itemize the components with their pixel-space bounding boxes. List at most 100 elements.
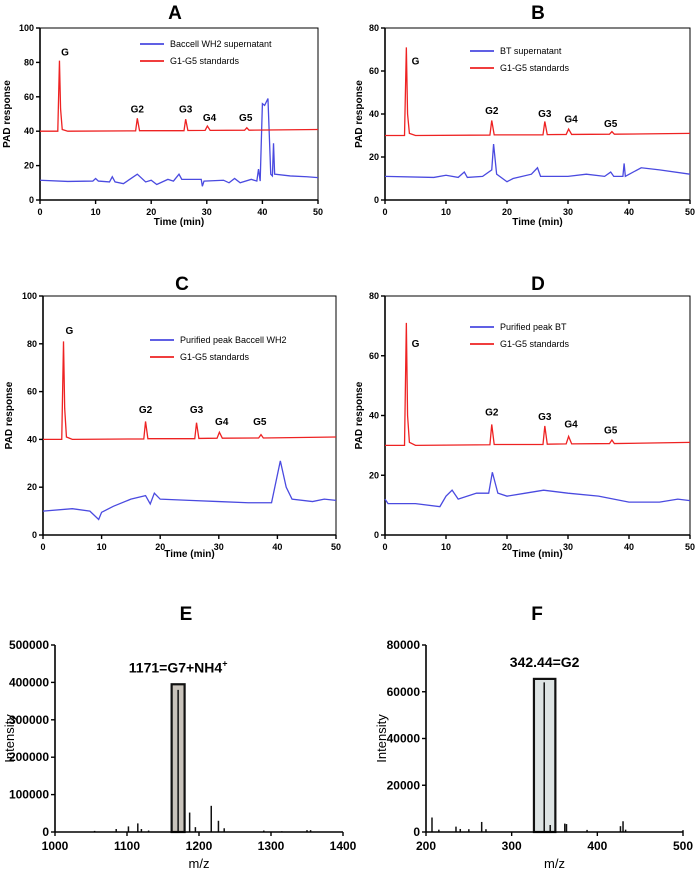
y-tick-label: 20	[24, 161, 34, 171]
peak-label: G5	[604, 425, 618, 436]
y-tick-label: 80	[369, 23, 379, 33]
series-line-standards	[43, 341, 337, 441]
y-tick-label: 100	[22, 291, 37, 301]
peak-label: G2	[139, 405, 153, 416]
series-line-sample	[42, 460, 337, 521]
peak-label: G5	[239, 113, 253, 124]
panel-letter: A	[168, 3, 182, 24]
panel-d: D 0 20 40 60 80 0 10 20 30 40 50 Time (min) PAD respo…	[354, 274, 695, 560]
y-tick-label: 60	[24, 92, 34, 102]
legend-label: G1-G5 standards	[500, 339, 570, 349]
panel-letter: F	[531, 604, 543, 625]
y-tick-label: 100000	[9, 788, 49, 802]
y-tick-label: 400000	[9, 675, 49, 689]
y-tick-label: 200000	[9, 750, 49, 764]
panel-letter: B	[531, 3, 545, 24]
y-tick-label: 500000	[9, 638, 49, 652]
x-tick-label: 40	[257, 207, 267, 217]
series-line-sample	[384, 472, 691, 508]
x-tick-label: 10	[97, 542, 107, 552]
x-tick-label: 300	[502, 839, 522, 853]
y-tick-label: 60	[27, 387, 37, 397]
x-axis-label: Time (min)	[512, 217, 562, 228]
legend-label: G1-G5 standards	[500, 63, 570, 73]
x-tick-label: 10	[441, 207, 451, 217]
peak-label: G3	[179, 104, 193, 115]
y-tick-label: 40	[369, 109, 379, 119]
x-tick-label: 1400	[330, 839, 357, 853]
series-line-standards	[385, 47, 691, 137]
x-axis-label: m/z	[189, 856, 210, 871]
x-tick-label: 30	[563, 542, 573, 552]
y-axis-label: Intensity	[374, 714, 389, 763]
y-tick-label: 300000	[9, 713, 49, 727]
peak-label: G	[412, 339, 420, 350]
x-axis-label: m/z	[544, 856, 565, 871]
y-tick-label: 80	[27, 339, 37, 349]
peak-label: G5	[604, 119, 618, 130]
x-axis-label: Time (min)	[512, 549, 562, 560]
y-tick-label: 20	[27, 482, 37, 492]
x-tick-label: 20	[155, 542, 165, 552]
y-tick-label: 0	[374, 530, 379, 540]
y-tick-label: 60	[369, 66, 379, 76]
x-tick-label: 30	[202, 207, 212, 217]
x-tick-label: 50	[685, 542, 695, 552]
x-tick-label: 0	[37, 207, 42, 217]
peak-label: G4	[564, 115, 578, 126]
peak-label: G2	[131, 104, 145, 115]
x-tick-label: 1200	[186, 839, 213, 853]
series-line-standards	[40, 60, 319, 132]
x-tick-label: 20	[502, 207, 512, 217]
x-tick-label: 20	[146, 207, 156, 217]
x-axis-label: Time (min)	[154, 217, 204, 228]
y-tick-label: 40	[24, 126, 34, 136]
y-tick-label: 60000	[387, 685, 421, 699]
x-tick-label: 10	[441, 542, 451, 552]
peak-label: G5	[253, 417, 267, 428]
plot-frame	[42, 295, 337, 536]
annotation-text: 1171=G7+NH4	[129, 659, 223, 675]
peak-label: G3	[538, 109, 552, 120]
x-tick-label: 50	[685, 207, 695, 217]
x-tick-label: 0	[40, 542, 45, 552]
series-line-sample	[39, 98, 319, 187]
panel-e: E1171=G7+NH4+010000020000030000040000050…	[2, 604, 357, 871]
y-tick-label: 40	[369, 411, 379, 421]
x-tick-label: 30	[563, 207, 573, 217]
x-tick-label: 0	[382, 542, 387, 552]
peak-label: G2	[485, 106, 499, 117]
plot-frame	[384, 27, 691, 201]
x-tick-label: 20	[502, 542, 512, 552]
x-tick-label: 200	[416, 839, 436, 853]
legend-label: G1-G5 standards	[180, 352, 250, 362]
y-axis-label: PAD response	[354, 80, 365, 148]
plot-frame	[39, 27, 319, 201]
peak-label: G3	[538, 412, 552, 423]
y-axis-label: PAD response	[354, 381, 365, 449]
panel-a: A 0 20 40 60 80 100 0 10 20 30 40 50 Time (min) PAD re…	[2, 3, 323, 228]
x-tick-label: 40	[272, 542, 282, 552]
y-axis-label: Intensity	[2, 714, 17, 763]
y-tick-label: 60	[369, 351, 379, 361]
series-line-sample	[384, 144, 691, 183]
x-axis-label: Time (min)	[164, 549, 214, 560]
peak-label: G4	[203, 113, 217, 124]
x-tick-label: 1100	[114, 839, 140, 853]
x-tick-label: 1300	[258, 839, 285, 853]
x-tick-label: 400	[587, 839, 607, 853]
x-tick-label: 30	[214, 542, 224, 552]
legend-label: Purified peak BT	[500, 322, 567, 332]
x-tick-label: 0	[382, 207, 387, 217]
x-tick-label: 10	[91, 207, 101, 217]
peak-label: G4	[564, 419, 578, 430]
legend-label: G1-G5 standards	[170, 56, 240, 66]
annotation-superscript: +	[222, 658, 227, 668]
y-tick-label: 20000	[387, 778, 421, 792]
peak-annotation: 342.44=G2	[510, 654, 580, 670]
legend-label: BT supernatant	[500, 46, 562, 56]
y-tick-label: 0	[374, 195, 379, 205]
x-tick-label: 500	[673, 839, 693, 853]
panel-f: F 342.44=G2 0 20000 40000 60000 80000 200 300 400…	[374, 604, 693, 871]
